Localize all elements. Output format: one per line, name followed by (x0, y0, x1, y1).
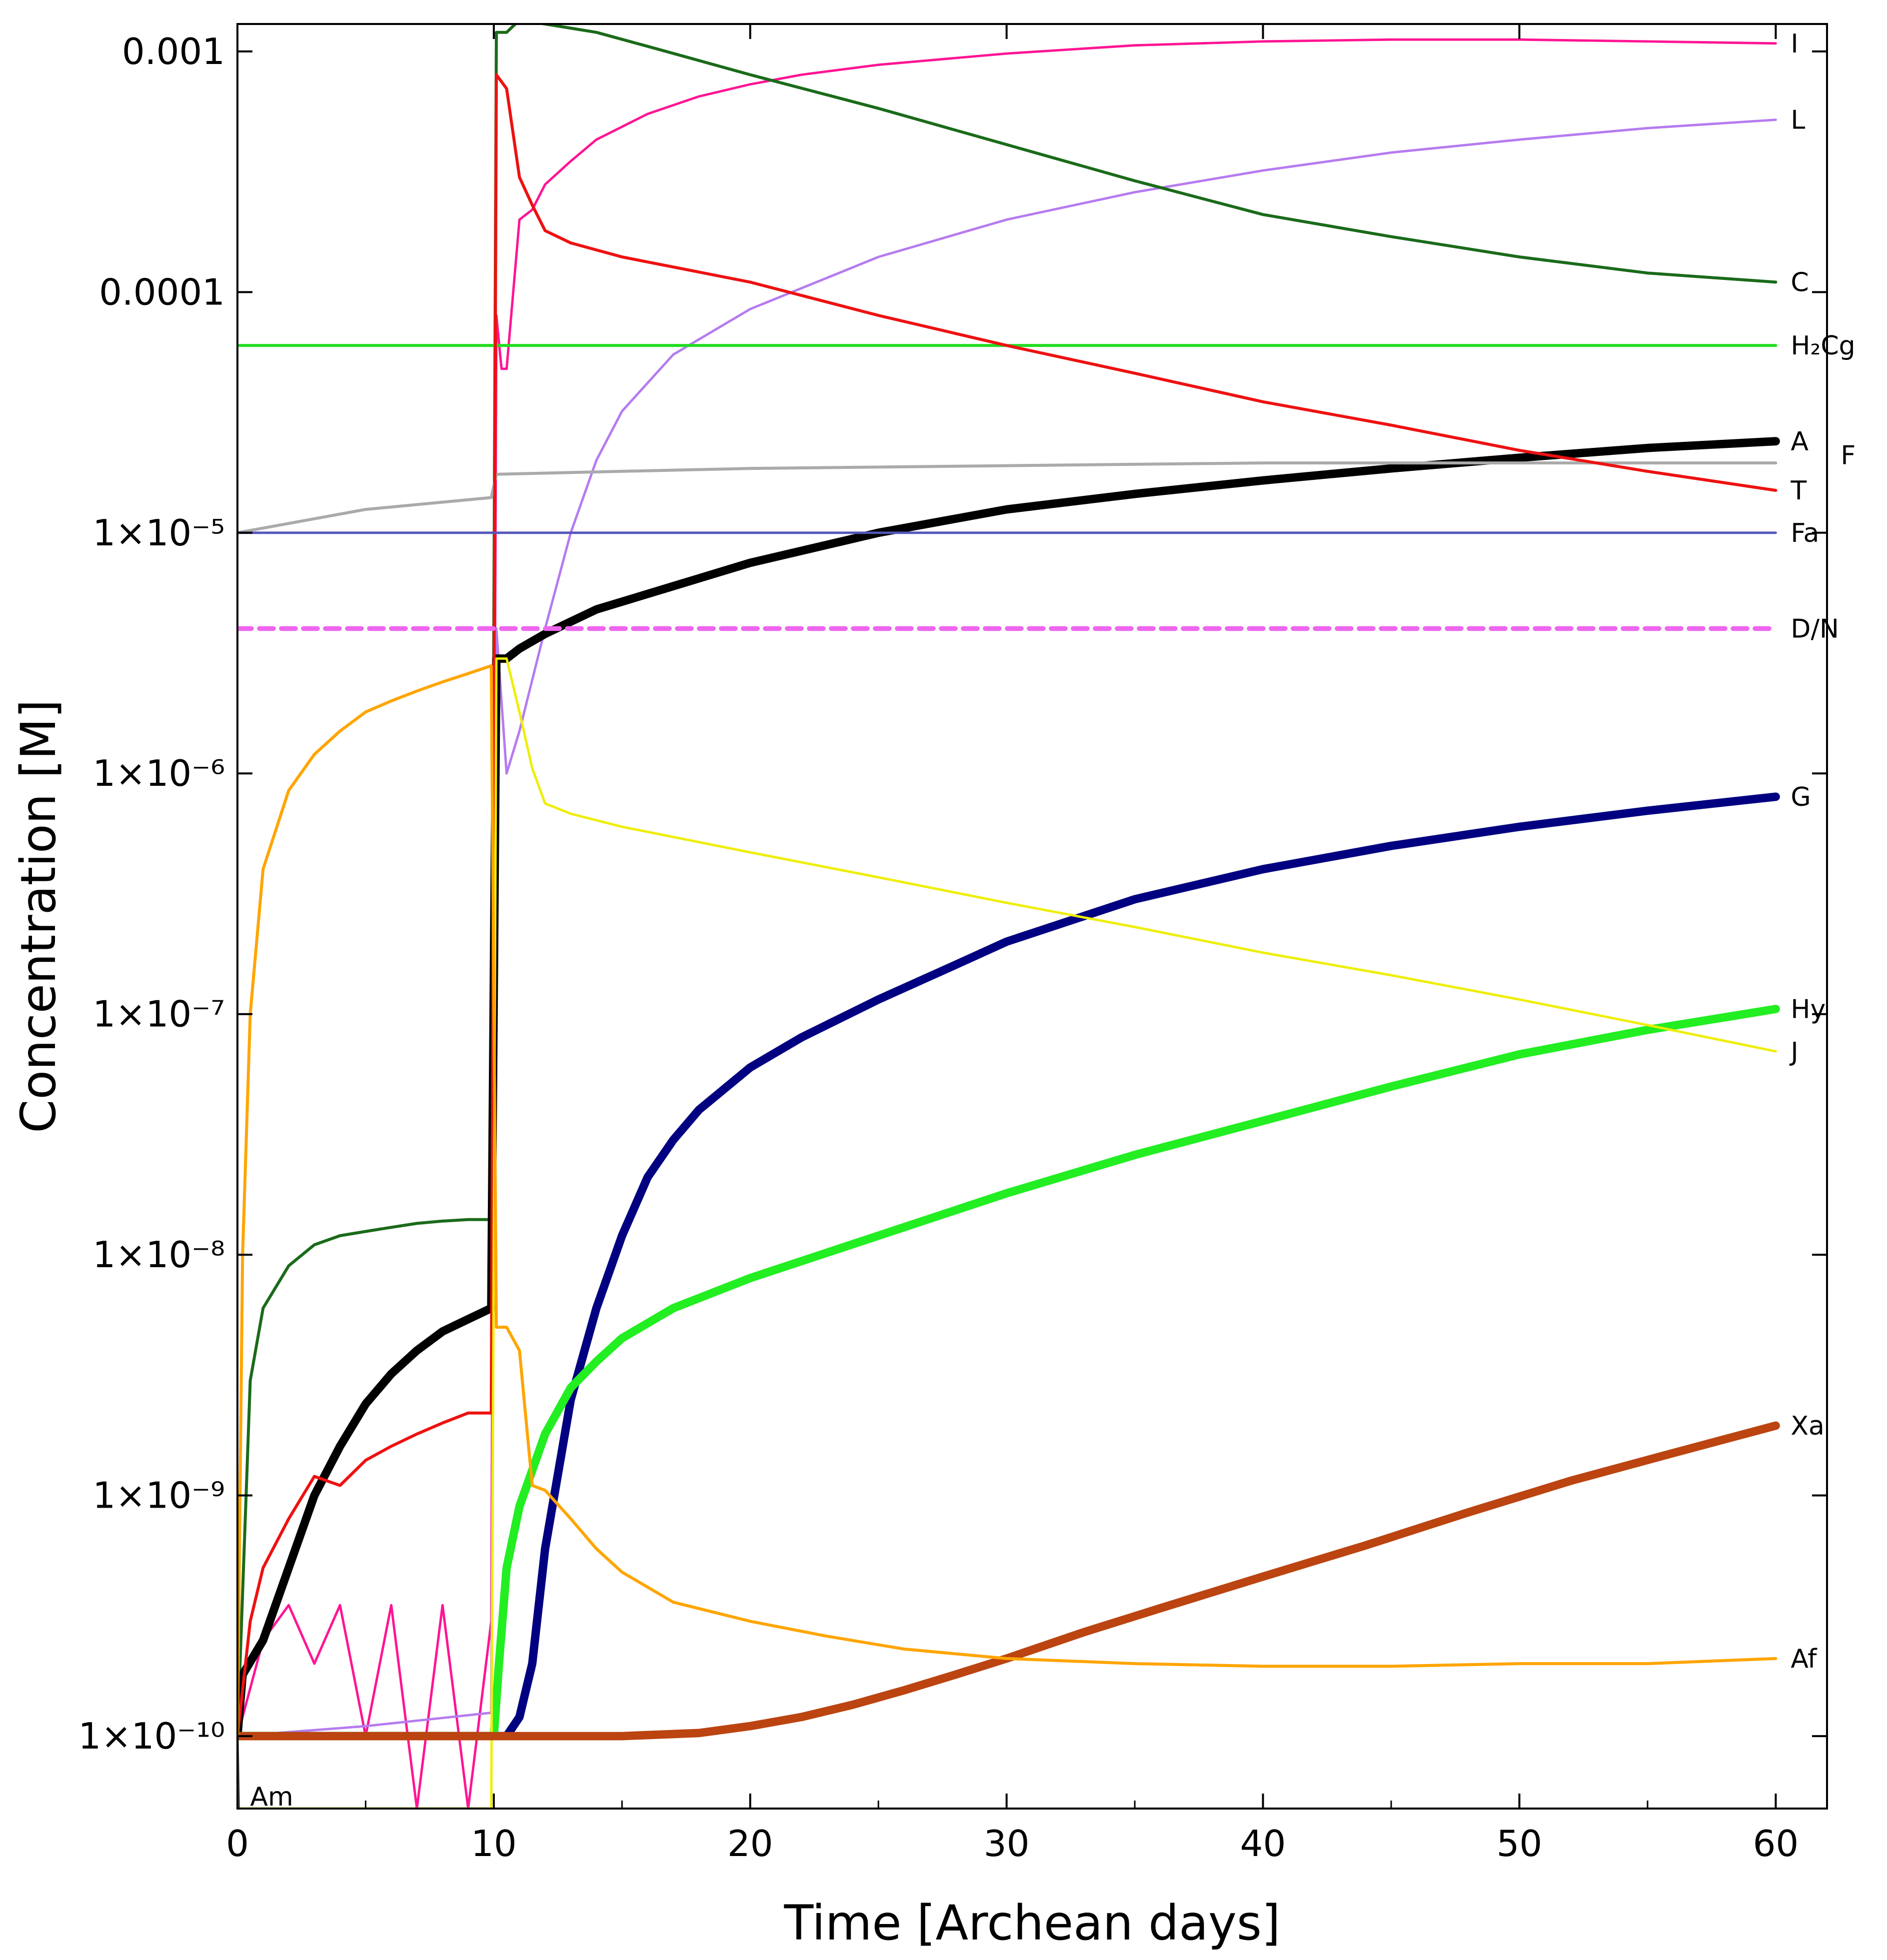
y-axis-title: Concentration [M] (10, 699, 66, 1133)
series-label-l: L (1791, 105, 1805, 135)
x-tick-label: 40 (1240, 1823, 1286, 1865)
series-label-j: J (1789, 1037, 1798, 1067)
y-tick-label: 1×10⁻⁷ (92, 993, 225, 1035)
series-line-af (237, 664, 1778, 1738)
series-label-hy: Hy (1791, 994, 1826, 1024)
series-label-a: A (1791, 427, 1809, 457)
series-line-t (237, 73, 1778, 1738)
series-label-dn: D/N (1791, 614, 1839, 644)
series-label-am: Am (250, 1782, 293, 1812)
y-tick-label: 1×10⁻¹⁰ (78, 1715, 225, 1757)
series-label-xa: Xa (1791, 1411, 1825, 1441)
series-label-i: I (1791, 29, 1798, 59)
y-tick-label: 1×10⁻⁸ (92, 1234, 225, 1276)
series-line-hy (237, 1005, 1780, 1741)
x-tick-label: 20 (727, 1823, 773, 1865)
series-label-c: C (1791, 267, 1809, 297)
y-tick-label: 1×10⁻⁶ (92, 752, 225, 794)
series-label-g: G (1791, 782, 1811, 812)
series-line-xa (237, 1421, 1780, 1741)
series-line-g (237, 792, 1780, 1741)
x-tick-label: 10 (471, 1823, 517, 1865)
series-line-f (237, 461, 1778, 534)
y-axis-ticks: 1×10⁻¹⁰ 1×10⁻⁹ 1×10⁻⁸ 1×10⁻⁷ 1×10⁻⁶ 1×10⁻⁵ 0.0… (78, 30, 1827, 1757)
series-labels: I L C H₂Cg A F T Fa D/N G Hy J Xa Af Am (250, 29, 1856, 1812)
series-label-af: Af (1791, 1644, 1818, 1674)
y-tick-label: 0.001 (122, 30, 225, 72)
x-axis-ticks: 0 10 20 30 40 50 60 (226, 24, 1799, 1865)
series-label-t: T (1790, 476, 1807, 506)
series-label-fa: Fa (1791, 518, 1819, 548)
series-line-l (237, 118, 1777, 1738)
x-axis-title: Time [Archean days] (784, 1895, 1281, 1951)
series-label-f: F (1841, 441, 1856, 471)
series-line-c (237, 24, 1778, 1738)
x-tick-label: 60 (1753, 1823, 1799, 1865)
y-tick-label: 1×10⁻⁵ (92, 512, 225, 554)
x-tick-label: 30 (984, 1823, 1030, 1865)
x-tick-label: 0 (226, 1823, 249, 1865)
x-tick-label: 50 (1497, 1823, 1543, 1865)
series-label-h2cg: H₂Cg (1791, 331, 1855, 361)
series-line-j (237, 657, 1777, 1809)
series-layer (237, 24, 1780, 1809)
y-tick-label: 0.0001 (99, 271, 225, 313)
plot-frame (236, 23, 1828, 1810)
y-tick-label: 1×10⁻⁹ (92, 1475, 225, 1517)
